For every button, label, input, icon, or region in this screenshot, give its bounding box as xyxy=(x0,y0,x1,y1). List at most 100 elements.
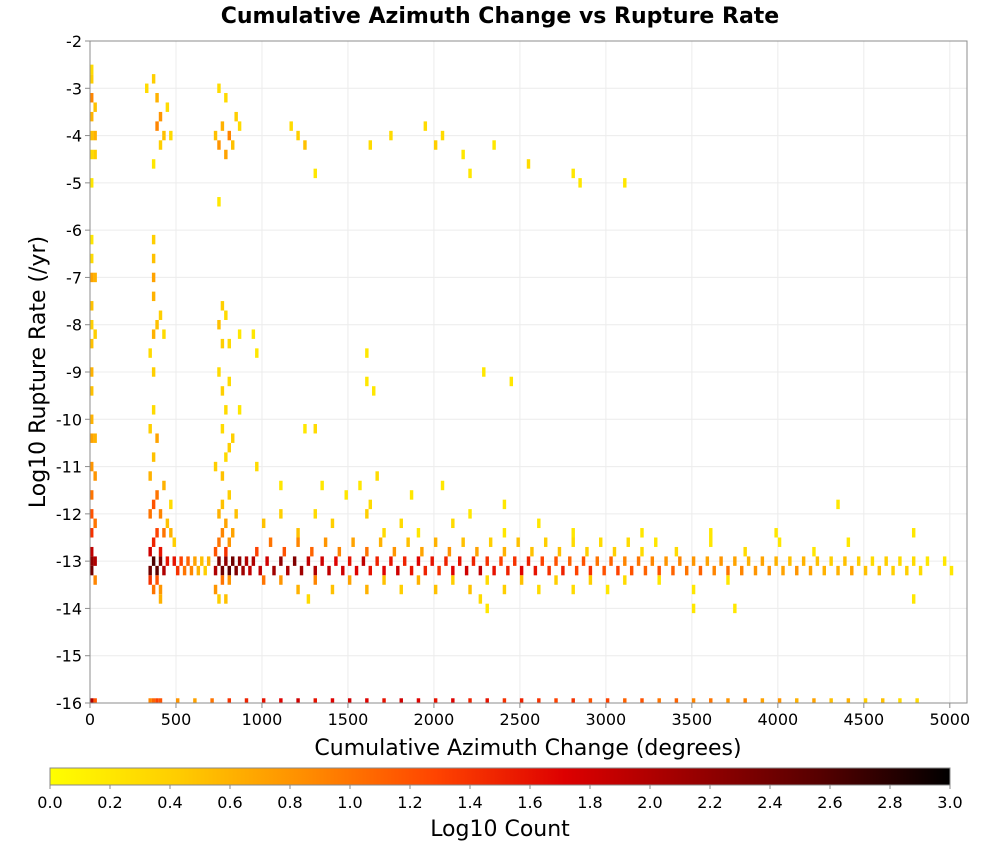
heatmap-cell xyxy=(151,367,156,377)
colorbar-tick-label: 1.8 xyxy=(577,793,602,812)
heatmap-cell xyxy=(255,461,259,472)
heatmap-cell xyxy=(492,565,496,576)
heatmap-cell xyxy=(760,698,765,703)
heatmap-cell xyxy=(330,698,335,703)
heatmap-cell xyxy=(571,584,575,595)
y-tick-label: -16 xyxy=(56,694,82,713)
heatmap-cell xyxy=(93,102,97,112)
heatmap-cell xyxy=(203,565,207,576)
heatmap-cell xyxy=(691,698,696,703)
heatmap-cell xyxy=(547,565,551,576)
heatmap-cell xyxy=(279,698,283,703)
heatmap-cell xyxy=(623,698,627,703)
heatmap-cell xyxy=(175,565,180,576)
heatmap-cell xyxy=(286,565,290,576)
heatmap-cell xyxy=(836,565,840,576)
heatmap-cell xyxy=(433,537,438,547)
heatmap-cell xyxy=(846,537,851,547)
heatmap-cell xyxy=(898,556,902,566)
heatmap-cell xyxy=(272,565,276,576)
heatmap-cell xyxy=(90,367,94,377)
heatmap-cell xyxy=(213,546,218,557)
heatmap-cell xyxy=(193,698,197,703)
heatmap-cell xyxy=(292,556,297,566)
colorbar xyxy=(49,767,951,786)
heatmap-cell xyxy=(327,565,331,576)
heatmap-cell xyxy=(303,424,307,434)
heatmap-cell xyxy=(526,159,531,169)
heatmap-cell xyxy=(781,565,785,576)
heatmap-cell xyxy=(513,556,517,566)
heatmap-cell xyxy=(595,556,600,566)
heatmap-cell xyxy=(313,565,317,576)
heatmap-cell xyxy=(227,575,232,585)
heatmap-cell xyxy=(237,556,242,566)
heatmap-cell xyxy=(416,575,421,585)
heatmap-cell xyxy=(382,698,386,703)
heatmap-cell xyxy=(155,565,159,576)
heatmap-cell xyxy=(151,698,156,703)
heatmap-cell xyxy=(640,528,644,538)
heatmap-cell xyxy=(402,556,407,566)
colorbar-tick-label: 0.6 xyxy=(217,793,242,812)
heatmap-cell xyxy=(155,433,159,443)
heatmap-cell xyxy=(90,234,94,245)
heatmap-cell xyxy=(382,575,386,585)
heatmap-cell xyxy=(255,546,259,557)
heatmap-cell xyxy=(162,329,166,339)
heatmap-cell xyxy=(158,111,163,122)
heatmap-cell xyxy=(354,565,359,576)
heatmap-cell xyxy=(850,565,854,576)
heatmap-cell xyxy=(361,556,366,566)
heatmap-cell xyxy=(220,121,225,131)
heatmap-cell xyxy=(664,556,668,566)
y-tick-label: -11 xyxy=(56,458,82,477)
heatmap-cell xyxy=(227,376,232,387)
heatmap-cell xyxy=(571,168,575,179)
heatmap-cell xyxy=(90,93,94,103)
heatmap-cell xyxy=(423,121,428,131)
heatmap-cell xyxy=(90,698,94,703)
heatmap-cell xyxy=(640,546,644,557)
heatmap-cell xyxy=(605,698,610,703)
heatmap-cell xyxy=(224,594,228,604)
heatmap-cell xyxy=(93,130,97,141)
y-tick-label: -3 xyxy=(66,79,82,98)
heatmap-cell xyxy=(206,556,211,566)
heatmap-cell xyxy=(743,698,747,703)
heatmap-cell xyxy=(709,537,713,547)
heatmap-cell xyxy=(90,149,94,160)
heatmap-cell xyxy=(557,546,562,557)
heatmap-cell xyxy=(217,140,221,150)
heatmap-cell xyxy=(898,698,902,703)
heatmap-cell xyxy=(698,565,703,576)
heatmap-cell xyxy=(217,83,221,94)
heatmap-cell xyxy=(158,584,163,595)
heatmap-cell xyxy=(657,575,661,585)
heatmap-cell xyxy=(537,698,541,703)
heatmap-cell xyxy=(341,565,345,576)
heatmap-cell xyxy=(234,509,238,519)
heatmap-cell xyxy=(561,565,565,576)
heatmap-cell xyxy=(502,698,507,703)
heatmap-cell xyxy=(502,584,507,595)
heatmap-cell xyxy=(279,480,283,491)
heatmap-cell xyxy=(530,546,534,557)
colorbar-ticks: 0.0 0.2 0.4 0.6 0.8 1.0 1.2 1.4 1.6 1.8 2.0 2.2 2.4 2… xyxy=(37,785,963,812)
heatmap-cell xyxy=(158,509,163,519)
heatmap-cell xyxy=(712,565,716,576)
heatmap-cell xyxy=(451,575,455,585)
chart-title: Cumulative Azimuth Change vs Rupture Rat… xyxy=(221,4,779,29)
colorbar-tick-label: 2.2 xyxy=(697,793,722,812)
heatmap-cell xyxy=(416,698,421,703)
heatmap-cell xyxy=(220,338,225,349)
heatmap-cell xyxy=(588,575,593,585)
heatmap-cell xyxy=(365,348,369,358)
heatmap-cell xyxy=(506,565,510,576)
heatmap-cell xyxy=(155,575,159,585)
colorbar-tick-label: 3.0 xyxy=(937,793,962,812)
heatmap-cell xyxy=(705,556,710,566)
heatmap-cell xyxy=(416,528,421,538)
heatmap-cell xyxy=(227,338,232,349)
heatmap-cell xyxy=(296,130,300,141)
